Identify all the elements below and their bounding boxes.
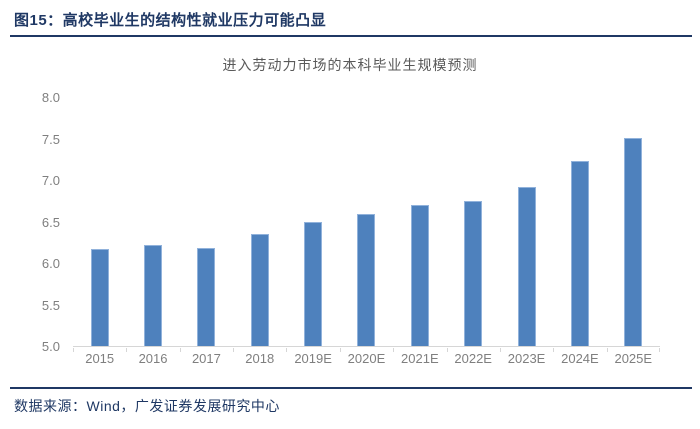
bar-2024E xyxy=(570,160,589,346)
x-axis-labels: 2015 2016 2017 2018 2019E 2020E 2021E 2022E 2023… xyxy=(73,351,660,366)
x-tick-label: 2018 xyxy=(245,351,275,366)
footer-divider xyxy=(10,387,692,389)
x-tick-label: 2015 xyxy=(85,351,115,366)
x-axis-tick xyxy=(606,348,608,352)
bar-2018 xyxy=(250,234,269,346)
figure-title: 图15：高校毕业生的结构性就业压力可能凸显 xyxy=(14,12,327,29)
x-tick-label: 2020E xyxy=(347,351,386,366)
x-tick-label: 2024E xyxy=(561,351,599,366)
x-axis-ticks xyxy=(73,348,660,352)
bar-slot xyxy=(500,98,553,346)
bar-slot xyxy=(553,98,606,346)
x-tick-label: 2023E xyxy=(507,351,546,366)
bar-slot xyxy=(286,98,339,346)
y-tick-label: 5.5 xyxy=(41,297,60,313)
bar-slot xyxy=(126,98,179,346)
bar-slot xyxy=(447,98,500,346)
x-tick-label: 2016 xyxy=(138,351,168,366)
bar-2017 xyxy=(197,247,216,346)
bar-2023E xyxy=(517,187,536,346)
x-axis-tick xyxy=(73,348,74,352)
y-tick-label: 5.0 xyxy=(41,339,60,354)
x-tick-label: 2017 xyxy=(191,351,221,366)
y-tick-label: 6.0 xyxy=(41,256,60,271)
y-axis: 5.0 5.5 6.0 6.5 7.0 7.5 8.0 xyxy=(0,91,60,354)
y-tick-label: 7.5 xyxy=(41,131,60,147)
x-axis-tick xyxy=(659,348,660,352)
x-tick-label: 2021E xyxy=(401,351,439,366)
x-axis-tick xyxy=(179,348,181,352)
bar-2015 xyxy=(90,249,109,346)
x-axis-tick xyxy=(499,348,501,352)
bar-slot xyxy=(73,98,126,346)
x-axis-tick xyxy=(339,348,341,352)
y-tick-label: 7.0 xyxy=(41,173,60,188)
plot-area xyxy=(73,98,660,347)
bar-2021E xyxy=(410,204,429,346)
bar-slot xyxy=(393,98,446,346)
x-axis-tick xyxy=(393,348,395,352)
bar-2019E xyxy=(304,222,323,346)
bar-2016 xyxy=(144,245,163,346)
bar-2025E xyxy=(624,137,643,346)
x-axis-tick xyxy=(126,348,128,352)
bar-slot xyxy=(233,98,286,346)
bar-slot xyxy=(340,98,393,346)
x-tick-label: 2019E xyxy=(294,351,332,366)
x-tick-label: 2025E xyxy=(614,351,653,366)
bar-2020E xyxy=(357,213,376,346)
data-source: 数据来源：Wind，广发证券发展研究中心 xyxy=(14,398,280,414)
header-divider xyxy=(10,35,692,37)
x-axis-tick xyxy=(286,348,288,352)
x-axis-tick xyxy=(553,348,555,352)
x-tick-label: 2022E xyxy=(454,351,492,366)
y-tick-label: 8.0 xyxy=(41,90,60,105)
bar-2022E xyxy=(464,201,483,346)
bar-slot xyxy=(180,98,233,346)
y-tick-label: 6.5 xyxy=(41,214,60,230)
x-axis-tick xyxy=(446,348,448,352)
chart-title: 进入劳动力市场的本科毕业生规模预测 xyxy=(222,57,478,73)
x-axis-tick xyxy=(233,348,235,352)
bar-slot xyxy=(607,98,660,346)
